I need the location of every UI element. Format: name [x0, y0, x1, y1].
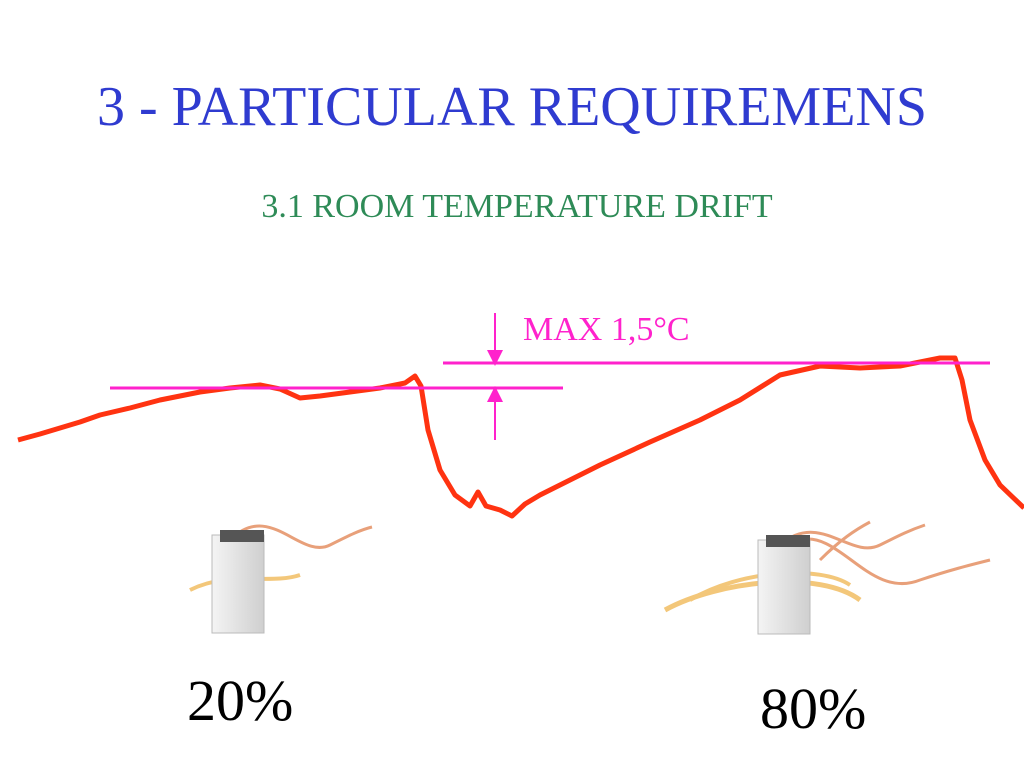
title: 3 - PARTICULAR REQUIREMENS — [97, 76, 927, 138]
subtitle: 3.1 ROOM TEMPERATURE DRIFT — [261, 188, 773, 225]
label-20: 20% — [187, 668, 293, 733]
temperature-trace — [17, 355, 1024, 519]
label-80: 80% — [760, 676, 866, 741]
max-band — [110, 313, 990, 440]
radiator-20 — [189, 524, 373, 634]
max-annotation: MAX 1,5°C — [523, 311, 690, 348]
radiator-80 — [663, 520, 991, 635]
